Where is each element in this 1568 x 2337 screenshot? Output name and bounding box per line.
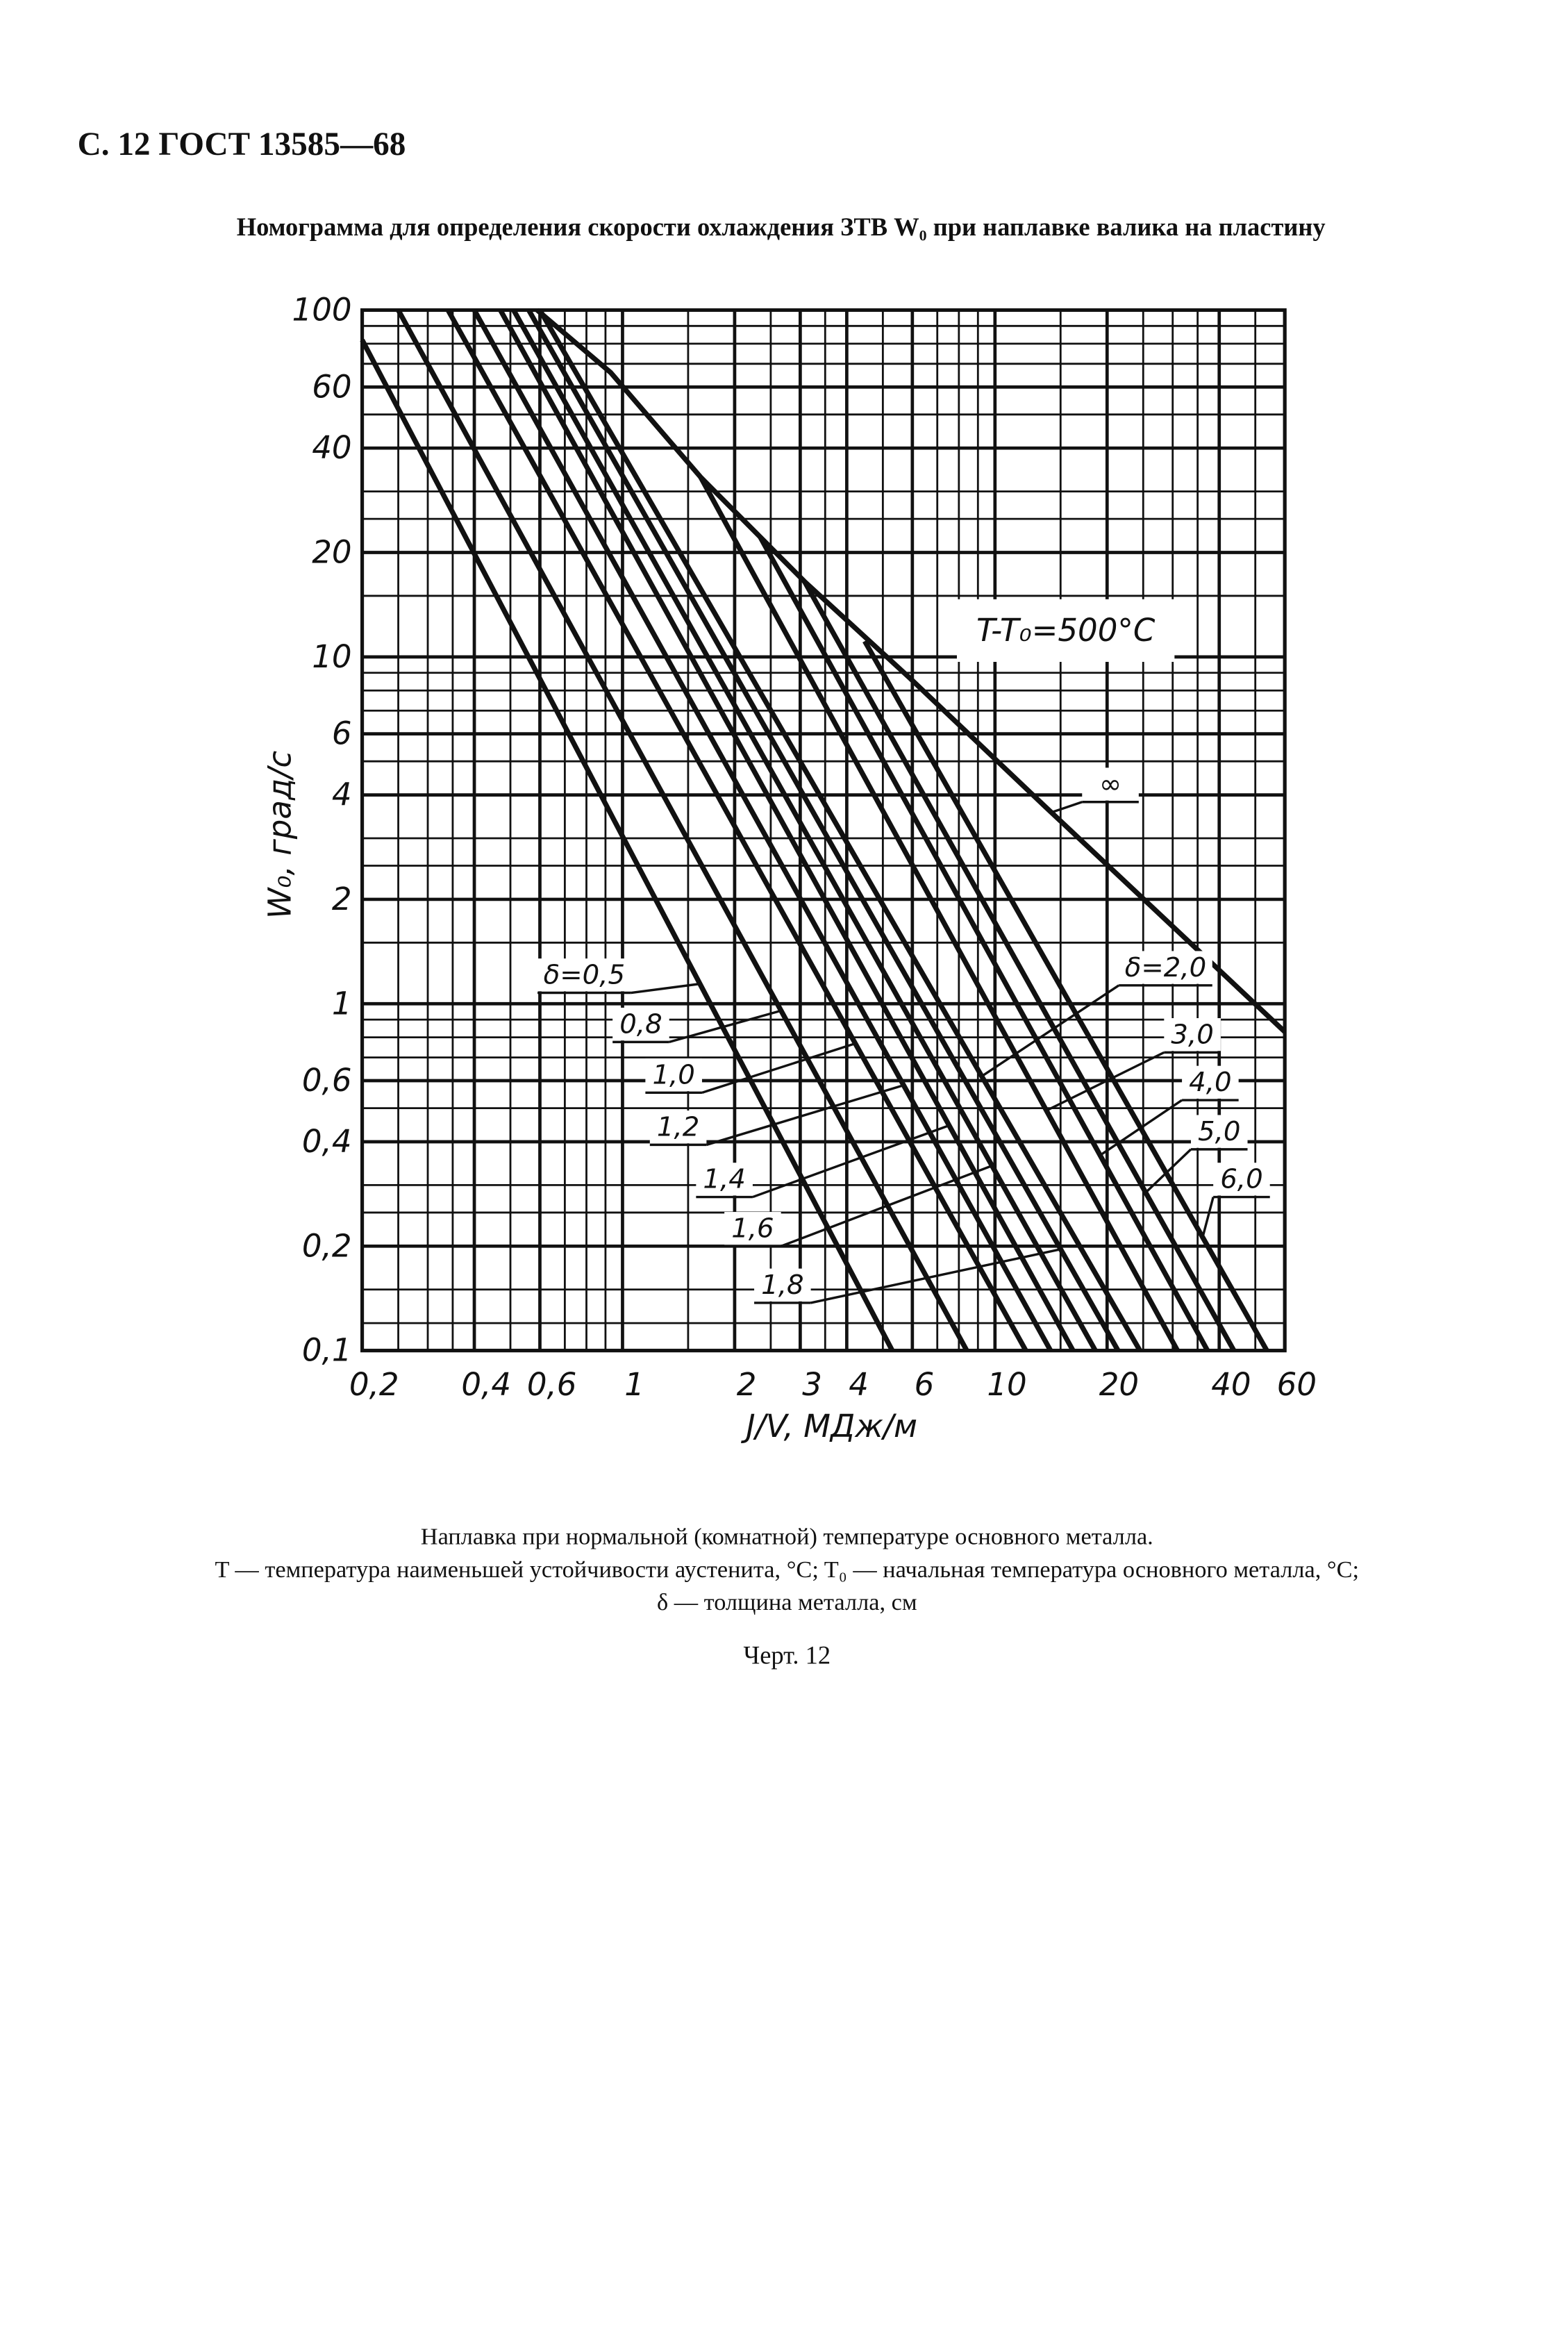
series-label: 4,0 (1189, 1067, 1231, 1098)
y-tick-label: 0,6 (302, 1062, 352, 1099)
series-label: ∞ (1099, 769, 1121, 800)
x-tick-label: 2 (737, 1366, 757, 1403)
x-tick-label: 1 (624, 1366, 644, 1403)
series-label: 1,8 (761, 1270, 803, 1301)
x-tick-label: 4 (849, 1366, 869, 1403)
label-bg (649, 1111, 707, 1144)
series-line (535, 308, 1287, 1034)
annotation-bg (956, 599, 1175, 663)
y-tick-label: 60 (312, 368, 351, 405)
label-leader (1144, 1148, 1192, 1194)
note: Наплавка при нормальной (комнатной) темп… (421, 1524, 1153, 1550)
label-leader (752, 1124, 950, 1199)
series-label: 6,0 (1220, 1164, 1262, 1195)
figure-label: Черт. 12 (744, 1640, 831, 1669)
label-leader (706, 1083, 904, 1147)
y-tick-label: 10 (312, 638, 351, 675)
y-axis-label: W₀, град/с (262, 751, 299, 920)
y-tick-label: 6 (332, 715, 352, 752)
label-bg (612, 1007, 669, 1041)
label-leader (1051, 801, 1083, 814)
label-leader (981, 984, 1120, 1078)
y-tick-label: 0,4 (302, 1123, 352, 1160)
series-line (511, 308, 1098, 1352)
series-line (498, 308, 1076, 1352)
label-bg (1182, 1065, 1239, 1099)
series-label: 1,2 (657, 1112, 699, 1143)
series-label: 1,4 (703, 1164, 745, 1195)
label-bg (645, 1058, 702, 1092)
series-line (472, 308, 1053, 1352)
x-tick-label: 6 (915, 1366, 935, 1403)
series-label: 5,0 (1198, 1116, 1240, 1147)
chart-title: Номограмма для определения скорости охла… (237, 213, 1326, 241)
label-bg (1213, 1163, 1270, 1196)
label-leader (781, 1164, 993, 1248)
label-leader (810, 1248, 1061, 1304)
label-bg (1164, 1018, 1221, 1051)
series-line (396, 308, 969, 1352)
plot-frame (360, 308, 1287, 1353)
label-leader (669, 1009, 782, 1044)
x-tick-label: 40 (1211, 1366, 1251, 1403)
label-leader (701, 1042, 856, 1094)
page-ref: С. 12 ГОСТ 13585—68 (78, 126, 406, 163)
note: δ — толщина металла, см (657, 1589, 917, 1615)
note: T — температура наименьшей устойчивости … (215, 1556, 1359, 1583)
y-tick-label: 100 (292, 291, 352, 328)
y-tick-label: 40 (312, 429, 351, 466)
label-bg (696, 1163, 753, 1196)
label-leader (631, 982, 701, 995)
x-tick-label: 0,6 (527, 1366, 577, 1403)
label-bg (754, 1268, 811, 1301)
y-tick-label: 2 (332, 881, 352, 917)
x-tick-label: 20 (1099, 1366, 1139, 1403)
label-bg (1082, 767, 1139, 801)
series-label: 3,0 (1171, 1019, 1213, 1050)
series-line (802, 580, 1237, 1352)
label-bg (1119, 951, 1212, 984)
x-tick-label: 60 (1277, 1366, 1317, 1403)
x-tick-label: 10 (987, 1366, 1026, 1403)
series-label: δ=0,5 (544, 960, 625, 991)
x-tick-label: 0,4 (461, 1366, 511, 1403)
y-tick-label: 0,2 (302, 1227, 352, 1264)
series-line (862, 640, 1269, 1352)
series-line (360, 338, 895, 1352)
annotation: T-T₀=500°C (976, 612, 1156, 649)
series-line (537, 308, 1142, 1352)
series-label: 1,6 (731, 1213, 774, 1245)
series-line (526, 308, 1121, 1352)
x-tick-label: 3 (802, 1366, 822, 1403)
label-leader (1046, 1051, 1165, 1112)
label-leader (1201, 1197, 1215, 1238)
series-line (698, 476, 1180, 1352)
series-label: δ=2,0 (1125, 952, 1206, 983)
x-tick-label: 0,2 (349, 1366, 399, 1403)
label-bg (724, 1212, 781, 1245)
y-tick-label: 20 (312, 534, 351, 571)
x-axis-label: J/V, МДж/м (740, 1408, 917, 1445)
y-tick-label: 4 (332, 776, 352, 813)
label-leader (1099, 1099, 1183, 1156)
series-label: 1,0 (652, 1059, 694, 1090)
y-tick-label: 0,1 (302, 1332, 352, 1369)
series-line (445, 308, 1028, 1352)
label-bg (1190, 1115, 1248, 1148)
y-tick-label: 1 (332, 985, 352, 1022)
series-line (758, 535, 1210, 1352)
label-bg (537, 958, 631, 992)
series-label: 0,8 (619, 1008, 662, 1040)
